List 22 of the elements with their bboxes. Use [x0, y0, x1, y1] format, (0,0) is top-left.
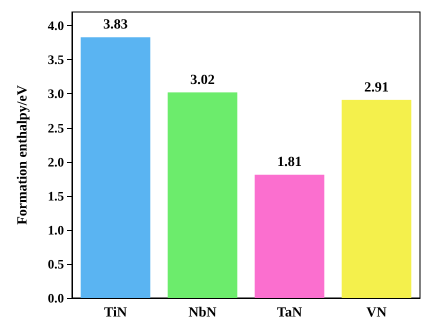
y-tick-label: 3.5	[48, 52, 64, 68]
y-tick-label: 1.5	[48, 188, 64, 204]
x-tick-label: TaN	[276, 306, 302, 320]
y-tick-label: 0.0	[48, 290, 64, 306]
x-tick-label: NbN	[188, 306, 217, 320]
y-tick-label: 1.0	[48, 222, 64, 238]
bar	[342, 100, 412, 298]
x-tick-label: VN	[366, 306, 387, 320]
data-label: 2.91	[364, 80, 389, 96]
bar	[80, 37, 150, 298]
y-tick-label: 0.5	[48, 256, 64, 272]
y-axis-title: Formation enthalpy/eV	[16, 85, 30, 225]
y-tick-label: 2.5	[48, 120, 64, 136]
data-label: 3.02	[190, 72, 215, 88]
x-tick-label: TiN	[104, 306, 128, 320]
bar	[254, 174, 324, 298]
data-label: 3.83	[103, 18, 128, 33]
data-label: 1.81	[277, 155, 302, 170]
y-tick-label: 2.0	[48, 154, 64, 170]
y-tick-label: 3.0	[48, 86, 64, 102]
y-tick-label: 4.0	[48, 18, 64, 34]
bar	[168, 92, 238, 298]
